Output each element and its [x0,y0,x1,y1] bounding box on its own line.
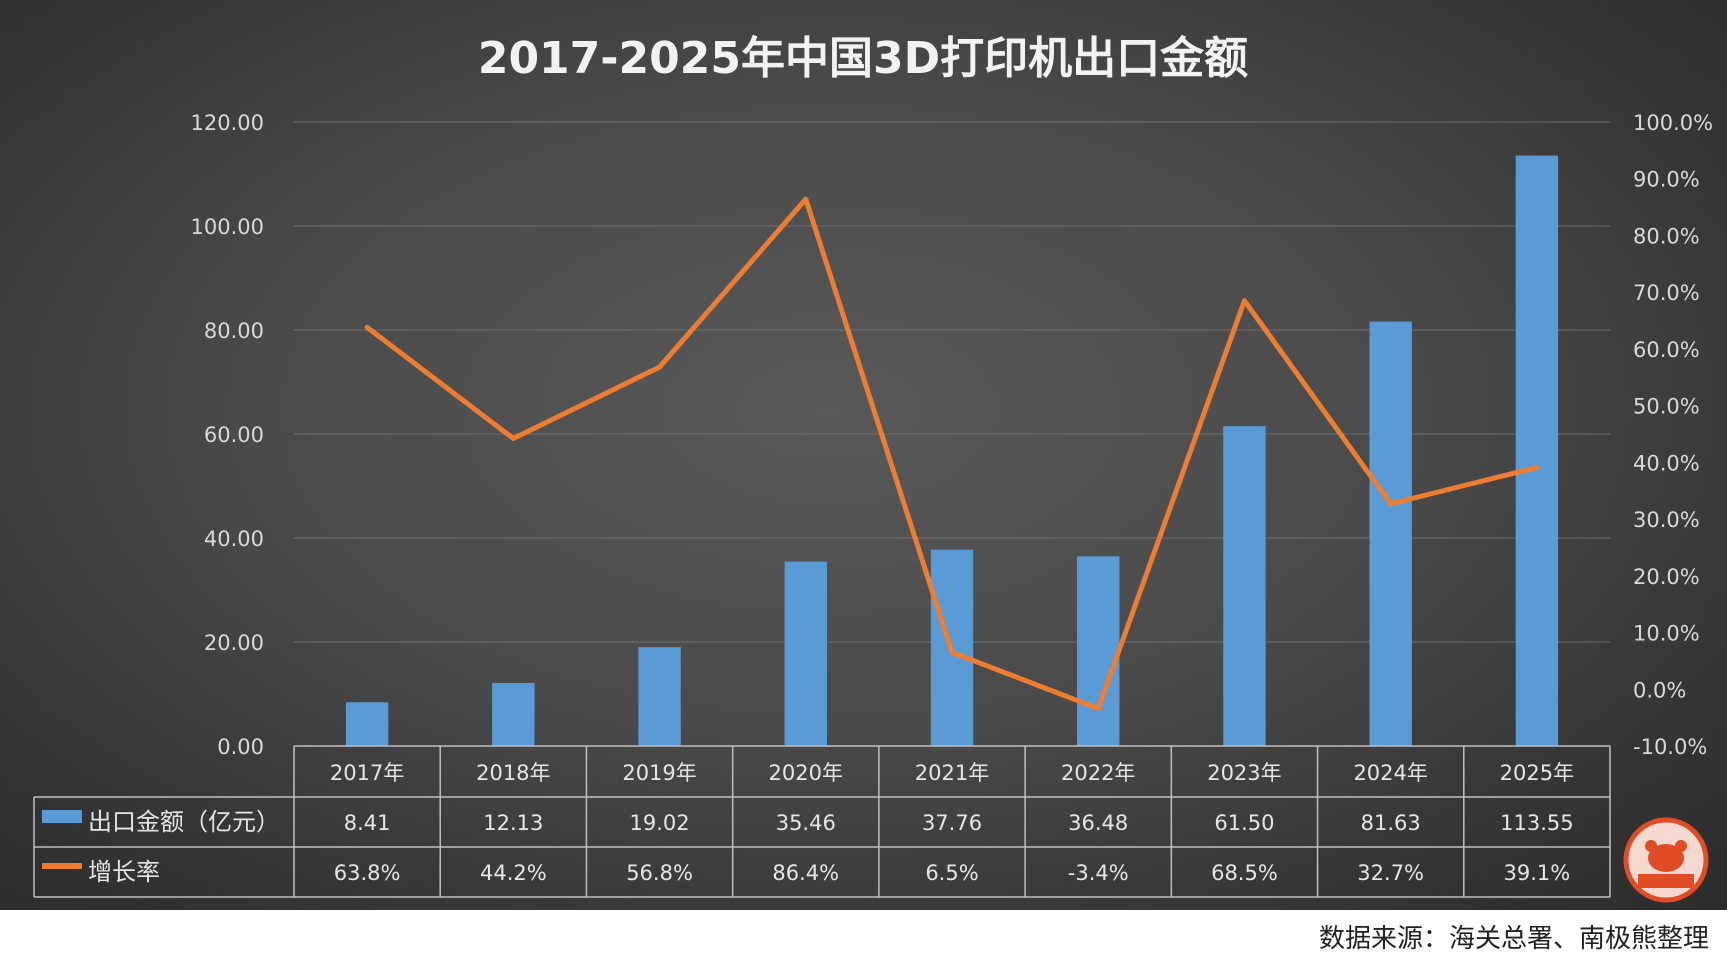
source-note: 数据来源：海关总署、南极熊整理 [1318,924,1709,954]
growth-line [364,196,1540,712]
bar-value-label: 8.41 [344,811,391,835]
bar [1369,321,1412,746]
bar [1077,556,1120,746]
bar-value-label: 113.55 [1500,811,1573,835]
left-axis: 0.00 20.00 40.00 60.00 80.00 100.00 120.00 [191,111,264,759]
bar-value-label: 61.50 [1214,811,1274,835]
bars [345,155,1559,747]
growth-value-label: 86.4% [772,861,839,885]
legend-label-export: 出口金额（亿元） [88,808,280,836]
growth-point [950,650,954,655]
bar-value-label: 19.02 [629,811,689,835]
right-axis-tick-label: 0.0% [1633,678,1686,702]
growth-point [511,436,516,441]
category-label: 2022年 [1061,761,1135,785]
right-axis-tick-label: 20.0% [1633,565,1700,589]
bar [1515,155,1559,747]
growth-value-label: -3.4% [1068,861,1129,885]
right-axis-tick-label: 40.0% [1633,451,1700,475]
category-label: 2023年 [1207,761,1281,785]
growth-value-label: 39.1% [1504,861,1571,885]
legend-label-growth: 增长率 [88,858,160,886]
bar-value-label: 36.48 [1068,811,1128,835]
growth-value-label: 6.5% [925,861,978,885]
chart: 2017-2025年中国3D打印机出口金额 0.00 20.00 40.00 60.0… [33,33,1713,903]
left-axis-tick-label: 120.00 [191,111,264,135]
right-axis-tick-label: 50.0% [1633,395,1700,419]
left-axis-tick-label: 0.00 [217,735,264,759]
growth-value-label: 56.8% [626,861,693,885]
growth-point [365,325,370,330]
chart-title: 2017-2025年中国3D打印机出口金额 [478,33,1248,84]
left-axis-tick-label: 60.00 [204,423,264,447]
category-label: 2018年 [476,761,550,785]
bar-value-label: 12.13 [483,811,543,835]
growth-point [803,197,808,202]
right-axis-tick-label: 100.0% [1633,111,1713,135]
legend-key-line [42,863,82,869]
bar [492,682,535,746]
left-axis-tick-label: 40.00 [204,527,264,551]
legend-key-bar [42,810,82,823]
growth-point [1096,706,1101,711]
right-axis-tick-label: 80.0% [1633,224,1700,248]
right-axis-tick-label: 10.0% [1633,622,1700,646]
category-label: 2024年 [1353,761,1427,785]
category-label: 2017年 [330,761,404,785]
bar [345,702,389,746]
logo [1623,817,1709,903]
bar [638,647,681,746]
category-label: 2019年 [622,761,696,785]
category-label: 2025年 [1500,761,1574,785]
right-axis-tick-label: 90.0% [1633,168,1700,192]
left-axis-tick-label: 80.00 [204,319,264,343]
left-axis-tick-label: 100.00 [191,215,264,239]
category-label: 2020年 [769,761,843,785]
right-axis-tick-label: 70.0% [1633,281,1700,305]
bar-value-label: 37.76 [922,811,982,835]
growth-point [1534,465,1539,470]
growth-point [1242,298,1247,303]
growth-value-label: 32.7% [1357,861,1424,885]
right-axis-tick-label: -10.0% [1633,735,1707,759]
left-axis-tick-label: 20.00 [204,631,264,655]
right-axis: -10.0% 0.0% 10.0% 20.0% 30.0% 40.0% 50.0% 60.0%… [1633,111,1713,759]
growth-point [657,365,662,370]
logo-bear-head [1648,844,1684,872]
bar-value-label: 35.46 [776,811,836,835]
data-table: 2017年 8.41 63.8% 2018年 12.13 44.2% 2019年 19.02 5… [33,745,1611,898]
bar-value-label: 81.63 [1361,811,1421,835]
category-label: 2021年 [915,761,989,785]
growth-value-label: 63.8% [334,861,401,885]
growth-value-label: 44.2% [480,861,547,885]
logo-banner [1638,874,1694,888]
bar [1223,426,1266,746]
right-axis-tick-label: 60.0% [1633,338,1700,362]
growth-point [1388,501,1393,506]
bar [784,561,827,746]
growth-value-label: 68.5% [1211,861,1278,885]
right-axis-tick-label: 30.0% [1633,508,1700,532]
